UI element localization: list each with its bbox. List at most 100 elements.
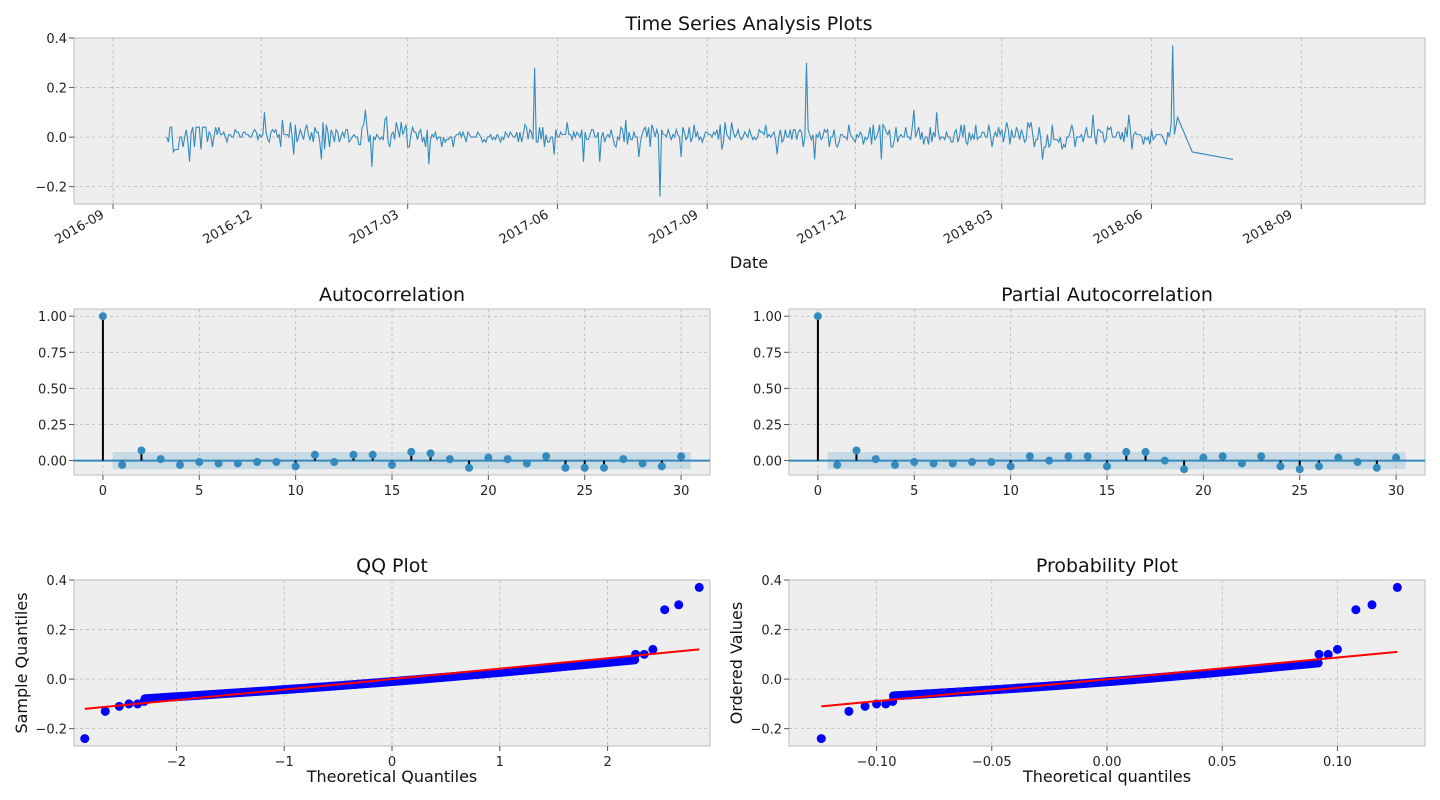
- acf-point: [561, 463, 570, 472]
- acf-xtick-label: 25: [576, 484, 593, 499]
- timeseries-ytick-label: 0.0: [46, 131, 67, 146]
- acf-point: [272, 458, 281, 467]
- acf-xtick-label: 10: [287, 484, 304, 499]
- prob-ytick-label: −0.2: [750, 723, 782, 738]
- prob-xtick-label: 0.05: [1208, 755, 1237, 770]
- acf-point: [349, 450, 358, 459]
- pacf-point: [1315, 462, 1323, 471]
- qq-xtick-label: −1: [275, 755, 294, 770]
- qq-ylabel: Sample Quantiles: [12, 592, 31, 733]
- acf-point: [542, 452, 551, 461]
- timeseries-ytick-label: −0.2: [35, 181, 67, 196]
- pacf-point: [1122, 447, 1131, 456]
- pacf-point: [1392, 453, 1401, 462]
- timeseries-yticks: −0.2 0.0 0.2 0.4: [35, 32, 74, 196]
- pacf-point: [968, 458, 977, 467]
- acf-point: [310, 450, 319, 459]
- pacf-point: [1025, 452, 1034, 461]
- acf-xtick-label: 5: [195, 484, 203, 499]
- prob-point: [1323, 649, 1333, 659]
- qq-title: QQ Plot: [356, 555, 428, 577]
- acf-point: [484, 453, 493, 462]
- qq-point: [100, 706, 110, 716]
- pacf-point: [1103, 462, 1111, 471]
- acf-point: [465, 463, 474, 472]
- pacf-ticks: 0 5 10 15 20 25 30 0.00 0.25 0.50 0.75 1.00: [753, 310, 1404, 499]
- acf-point: [195, 458, 204, 467]
- acf-point: [156, 455, 165, 464]
- pacf-ytick-label: 0.50: [753, 382, 782, 397]
- pacf-point: [910, 458, 919, 467]
- timeseries-ytick-label: 0.4: [46, 32, 67, 47]
- prob-ytick-label: 0.2: [761, 624, 782, 639]
- prob-point: [1351, 605, 1361, 615]
- qq-xtick-label: 2: [603, 755, 611, 770]
- pacf-xtick-label: 10: [1002, 484, 1019, 499]
- pacf-ytick-label: 0.25: [753, 418, 782, 433]
- acf-point: [176, 460, 184, 469]
- timeseries-line: [166, 45, 1234, 197]
- pacf-point: [948, 459, 957, 468]
- timeseries-xlabel: Date: [730, 253, 768, 272]
- acf-point: [657, 462, 666, 471]
- qq-point: [694, 582, 704, 592]
- pacf-point: [1295, 465, 1304, 474]
- acf-point: [98, 312, 107, 321]
- pacf-point: [929, 459, 938, 468]
- acf-point: [445, 455, 454, 464]
- pacf-point: [871, 455, 880, 464]
- pacf-ytick-label: 0.00: [753, 455, 782, 470]
- acf-ytick-label: 0.75: [38, 346, 67, 361]
- prob-fit-line: [821, 650, 1398, 708]
- acf-marks: [74, 312, 710, 472]
- timeseries-panel: Time Series Analysis Plots −0.2 0.0 0.2 0.4…: [35, 13, 1426, 272]
- acf-point: [214, 459, 223, 468]
- pacf-point: [1045, 456, 1054, 465]
- pacf-point: [1160, 456, 1169, 465]
- qq-marks: [80, 582, 704, 744]
- acf-ytick-label: 0.25: [38, 418, 67, 433]
- pacf-point: [1372, 463, 1381, 472]
- acf-point: [580, 463, 589, 472]
- acf-point: [503, 455, 512, 464]
- acf-ticks: 0 5 10 15 20 25 30 0.00 0.25 0.50 0.75 1.00: [38, 310, 689, 499]
- prob-xtick-label: −0.10: [857, 755, 897, 770]
- pacf-panel: Partial Autocorrelation 0 5 10 15 20 25 30 0.00…: [753, 284, 1426, 499]
- qq-panel: QQ Plot −2 −1 0 1 2 −0.2 0.0 0.2 0.4 Theoretical…: [12, 555, 711, 786]
- pacf-ytick-label: 1.00: [753, 310, 782, 325]
- prob-ticks: −0.10 −0.05 0.00 0.05 0.10 −0.2 0.0 0.2 0.4: [750, 574, 1351, 770]
- acf-point: [638, 459, 647, 468]
- prob-point: [888, 696, 898, 706]
- pacf-point: [813, 312, 822, 321]
- prob-xtick-label: −0.05: [972, 755, 1012, 770]
- pacf-xtick-label: 0: [814, 484, 822, 499]
- prob-point: [1392, 582, 1402, 592]
- prob-panel: Probability Plot −0.10 −0.05 0.00 0.05 0.10−…: [727, 555, 1426, 786]
- qq-ytick-label: 0.4: [46, 574, 67, 589]
- qq-point: [674, 600, 684, 610]
- acf-xtick-label: 20: [480, 484, 497, 499]
- pacf-point: [1237, 459, 1246, 468]
- pacf-xtick-label: 5: [910, 484, 918, 499]
- acf-point: [368, 450, 377, 459]
- qq-xtick-label: 0: [388, 755, 396, 770]
- timeseries-title: Time Series Analysis Plots: [624, 13, 872, 35]
- prob-xtick-label: 0.00: [1093, 755, 1122, 770]
- qq-ticks: −2 −1 0 1 2 −0.2 0.0 0.2 0.4: [35, 574, 611, 770]
- pacf-point: [891, 460, 899, 469]
- acf-point: [291, 462, 300, 471]
- prob-ylabel: Ordered Values: [727, 602, 746, 724]
- prob-point: [1367, 600, 1377, 610]
- pacf-point: [1276, 462, 1285, 471]
- pacf-xtick-label: 15: [1099, 484, 1116, 499]
- acf-point: [118, 460, 127, 469]
- prob-ytick-label: 0.4: [761, 574, 782, 589]
- acf-ytick-label: 0.50: [38, 382, 67, 397]
- acf-xtick-label: 15: [384, 484, 401, 499]
- acf-point: [619, 455, 628, 464]
- acf-point: [426, 449, 435, 458]
- prob-point: [816, 734, 826, 744]
- acf-point: [522, 459, 531, 468]
- pacf-point: [1353, 458, 1362, 467]
- qq-point: [80, 734, 90, 744]
